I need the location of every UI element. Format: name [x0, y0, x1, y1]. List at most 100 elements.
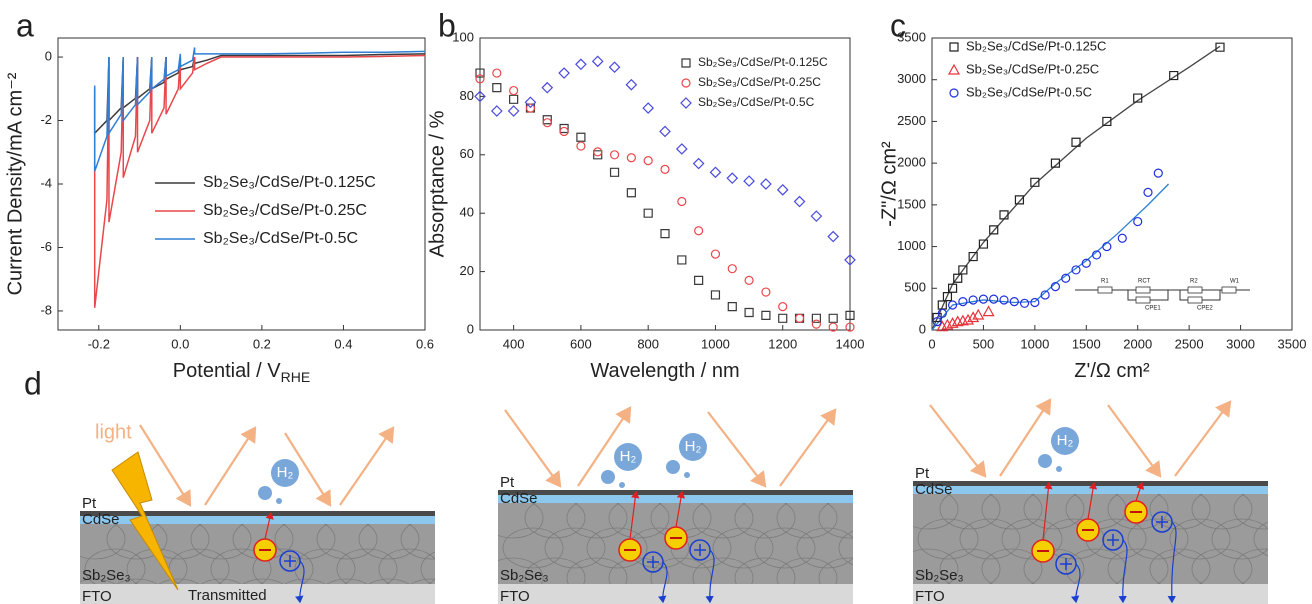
hole	[642, 551, 664, 573]
grain	[734, 557, 796, 584]
data-point	[709, 166, 722, 179]
x-axis-label-text: Potential / V	[173, 360, 282, 382]
data-point	[936, 320, 949, 332]
grain	[1127, 518, 1189, 560]
circuit-element	[1135, 286, 1151, 294]
grain	[84, 548, 146, 584]
data-point	[542, 118, 552, 128]
x-tick-label: 500	[973, 336, 995, 351]
grain	[1233, 548, 1268, 584]
light-ray	[339, 426, 395, 506]
series-line	[93, 53, 426, 136]
circuit-label: W1	[1230, 279, 1240, 285]
y-tick-label: -2	[40, 112, 52, 127]
grain	[502, 527, 564, 569]
y-tick-label: 1500	[897, 196, 926, 211]
y-tick-label: 0	[919, 321, 926, 336]
light-ray	[707, 411, 767, 488]
layer-label: Pt	[500, 474, 515, 491]
data-point	[778, 313, 788, 323]
circuit-label: R1	[1101, 279, 1109, 285]
x-tick-label: 3500	[1278, 336, 1307, 351]
data-point	[609, 150, 620, 160]
light-label: light	[95, 421, 132, 443]
x-tick-label: 0.6	[416, 336, 434, 351]
grain	[818, 557, 853, 584]
light-ray	[577, 406, 632, 487]
y-tick-label: 3000	[897, 71, 926, 86]
data-point	[558, 67, 570, 79]
circuit-element	[1221, 286, 1237, 294]
layer-label: FTO	[82, 588, 112, 604]
grain	[608, 557, 670, 584]
y-tick-label: 2500	[897, 113, 926, 128]
x-tick-label: 800	[637, 336, 659, 351]
data-point	[761, 287, 771, 297]
grain	[692, 503, 754, 539]
hole-path	[705, 549, 715, 604]
data-point	[810, 210, 823, 222]
x-tick-label: 0.4	[334, 336, 352, 351]
data-point	[727, 264, 737, 274]
legend-swatch	[681, 58, 691, 68]
data-point	[958, 297, 968, 307]
y-axis-label: Current Density/mA cm⁻²	[4, 72, 26, 295]
data-point	[1014, 195, 1025, 205]
data-point	[677, 196, 687, 207]
small-bubble	[619, 482, 625, 488]
data-point	[559, 126, 569, 137]
grain	[524, 503, 586, 539]
data-point	[1143, 187, 1153, 197]
data-point	[1019, 298, 1030, 308]
data-point	[710, 249, 721, 259]
hole-sign	[284, 555, 296, 567]
grain	[796, 527, 853, 569]
y-tick-label: 100	[452, 29, 474, 44]
data-point	[978, 294, 989, 304]
data-point	[710, 290, 721, 300]
fit-line	[931, 183, 1170, 331]
electron-path	[264, 511, 274, 540]
grain	[754, 527, 816, 569]
y-tick-label: 0	[45, 48, 52, 63]
y-tick-label: 3500	[897, 29, 926, 44]
data-point	[844, 254, 856, 266]
grain	[1191, 548, 1253, 584]
grain	[734, 503, 796, 539]
data-point	[827, 230, 840, 243]
hole-sign	[1156, 516, 1168, 528]
pt-layer	[913, 481, 1268, 486]
data-point	[1071, 265, 1081, 275]
data-point	[967, 311, 980, 323]
legend-label: Sb₂Se₃/CdSe/Pt-0.25C	[966, 61, 1099, 76]
data-point	[1081, 258, 1091, 268]
data-point	[828, 313, 838, 323]
data-point	[593, 147, 603, 157]
data-point	[1133, 216, 1143, 227]
hole	[1055, 553, 1077, 575]
data-point	[492, 83, 502, 93]
grain	[420, 551, 435, 584]
electron-path	[1135, 481, 1145, 502]
circuit-label: CPE2	[1197, 306, 1213, 312]
grain	[80, 524, 126, 560]
x-axis-label: Z'/Ω cm²	[1074, 360, 1150, 382]
x-axis-label-text: Wavelength / nm	[590, 360, 739, 382]
data-point	[999, 210, 1009, 220]
grain	[1023, 494, 1085, 530]
grain	[1107, 494, 1169, 530]
legend-label: Sb₂Se₃/CdSe/Pt-0.125C	[203, 174, 376, 191]
data-point	[1050, 282, 1061, 292]
grain	[1169, 518, 1231, 560]
small-bubble	[276, 498, 282, 504]
data-point	[1215, 42, 1225, 52]
grain	[712, 527, 774, 569]
data-point	[675, 143, 688, 155]
y-tick-label: 40	[460, 205, 474, 220]
legend-label: Sb₂Se₃/CdSe/Pt-0.125C	[698, 55, 828, 69]
data-point	[947, 300, 958, 310]
hole	[1102, 529, 1124, 551]
data-point	[947, 283, 958, 293]
x-tick-label: 2000	[1123, 336, 1152, 351]
grain	[498, 503, 544, 539]
